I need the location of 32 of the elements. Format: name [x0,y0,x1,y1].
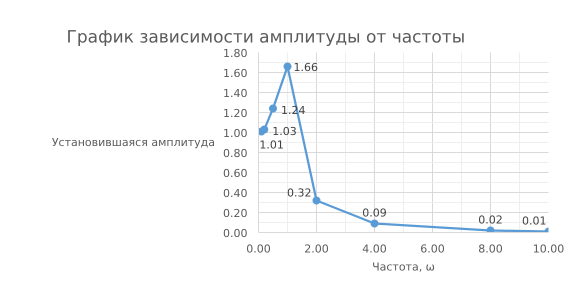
x-tick-label: 8.00 [478,242,503,256]
point [269,104,277,112]
x-axis-title: Частота, ω [372,260,435,274]
point [260,126,268,134]
y-axis-title: Установившаяся амплитуда [52,136,216,149]
y-tick-label: 0.00 [223,227,248,240]
data-label: 1.03 [272,125,297,138]
point [312,196,320,204]
y-tick-label: 0.60 [223,167,248,180]
data-label: 0.02 [478,214,503,226]
y-tick-label: 1.00 [223,127,248,140]
data-label: 0.09 [362,206,387,220]
y-tick-label: 0.20 [223,207,248,220]
x-tick-label: 4.00 [362,242,387,256]
x-tick-label: 10.00 [532,242,564,256]
point [370,220,378,228]
point [486,226,494,232]
x-tick-label: 0.00 [246,242,271,256]
y-tick-label: 1.80 [223,47,248,60]
data-label: 0.01 [522,214,547,228]
y-tick-label: 1.20 [223,107,248,120]
data-label: 0.32 [287,186,312,200]
y-tick-label: 0.80 [223,147,248,160]
point [284,62,292,70]
x-tick-label: 6.00 [420,242,445,256]
data-label: 1.66 [294,61,318,74]
data-label: 1.01 [259,138,284,152]
x-tick-label: 2.00 [304,242,329,256]
chart-title: График зависимости амплитуды от частоты [66,28,466,48]
y-tick-label: 1.60 [223,67,248,80]
y-tick-label: 1.40 [223,87,248,100]
y-tick-label: 0.40 [223,187,248,200]
